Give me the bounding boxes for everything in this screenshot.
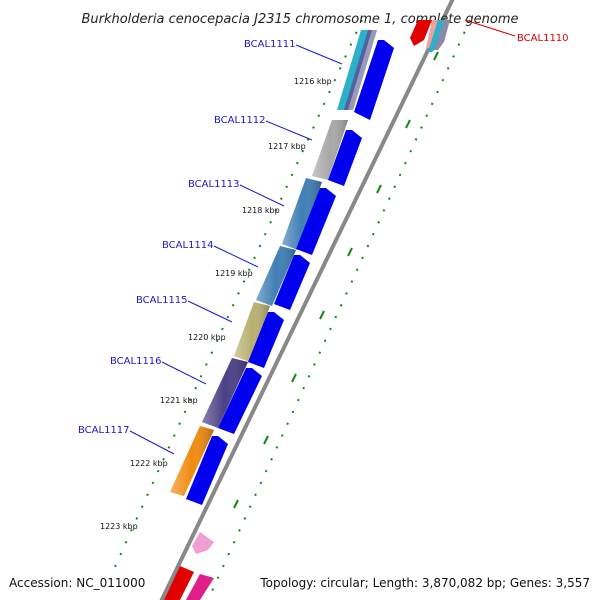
strand-arrow-bcal1117[interactable] xyxy=(186,436,228,505)
gene-label-bcal1116[interactable]: BCAL1116 xyxy=(110,356,162,367)
kbp-label-1221: 1221 kbp xyxy=(160,396,198,405)
strand-arrow-bcal1114[interactable] xyxy=(274,255,310,310)
gene-feature-bcal1111[interactable] xyxy=(337,30,377,110)
strand-arrow-bcal1116[interactable] xyxy=(218,368,262,434)
kbp-label-1218: 1218 kbp xyxy=(242,206,280,215)
strand-arrow-bcal1113[interactable] xyxy=(296,188,336,255)
gene-feature-bcal1116[interactable] xyxy=(202,358,248,428)
gene-feature-bcal1113[interactable] xyxy=(282,178,322,250)
dotted-track-left xyxy=(99,19,363,600)
gene-feature-bcal1115[interactable] xyxy=(234,302,270,362)
kbp-label-1217: 1217 kbp xyxy=(268,142,306,151)
gene-feature-bcal1114[interactable] xyxy=(256,246,296,306)
kbp-label-1219: 1219 kbp xyxy=(215,269,253,278)
gene-label-bcal1115[interactable]: BCAL1115 xyxy=(136,295,188,306)
genome-backbone xyxy=(159,0,455,600)
strand-arrow-bcal1111[interactable] xyxy=(354,40,394,120)
dotted-track-major-ticks xyxy=(233,51,439,509)
gene-feature-bcal1117[interactable] xyxy=(170,426,214,496)
kbp-label-1223: 1223 kbp xyxy=(100,522,138,531)
gene-label-bcal1110[interactable]: BCAL1110 xyxy=(517,33,569,44)
gene-label-bcal1113[interactable]: BCAL1113 xyxy=(188,179,240,190)
gene-label-bcal1117[interactable]: BCAL1117 xyxy=(78,425,130,436)
kbp-label-1216: 1216 kbp xyxy=(294,77,332,86)
page-title: Burkholderia cenocepacia J2315 chromosom… xyxy=(81,12,518,27)
strand-arrow-bcal1112[interactable] xyxy=(328,130,362,186)
gene-feature-pink[interactable] xyxy=(192,532,214,554)
kbp-label-1220: 1220 kbp xyxy=(188,333,226,342)
label-line-bcal1110 xyxy=(464,19,516,37)
label-lines xyxy=(129,44,343,455)
gene-feature-bcal1112[interactable] xyxy=(312,120,348,180)
gene-feature-bottom[interactable] xyxy=(164,566,214,600)
gene-label-bcal1112[interactable]: BCAL1112 xyxy=(214,115,266,126)
gene-label-bcal1111[interactable]: BCAL1111 xyxy=(244,39,296,50)
footer-left-bg xyxy=(6,572,148,592)
gene-label-bcal1114[interactable]: BCAL1114 xyxy=(162,240,214,251)
kbp-label-1222: 1222 kbp xyxy=(130,459,168,468)
footer-right-bg xyxy=(256,572,594,592)
accession-text: Accession: NC_011000 xyxy=(9,576,145,590)
gene-feature-bcal1110[interactable] xyxy=(410,20,450,52)
strand-arrow-bcal1115[interactable] xyxy=(248,312,284,368)
topology-text: Topology: circular; Length: 3,870,082 bp… xyxy=(259,576,590,590)
